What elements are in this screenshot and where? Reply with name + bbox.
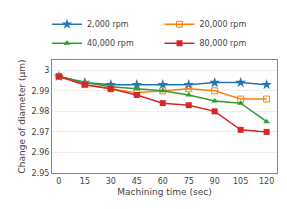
svg-text:2.96: 2.96 (32, 148, 50, 157)
svg-text:Machining time (sec): Machining time (sec) (117, 187, 211, 197)
svg-text:90: 90 (210, 177, 220, 186)
svg-text:20,000 rpm: 20,000 rpm (200, 20, 247, 29)
svg-text:Change of diameter (μm): Change of diameter (μm) (17, 59, 27, 173)
svg-text:3: 3 (44, 66, 49, 75)
svg-text:40,000 rpm: 40,000 rpm (87, 39, 134, 48)
svg-text:2.98: 2.98 (32, 107, 50, 116)
svg-text:2.95: 2.95 (32, 169, 50, 178)
svg-text:45: 45 (132, 177, 142, 186)
svg-text:120: 120 (259, 177, 274, 186)
svg-text:30: 30 (106, 177, 116, 186)
svg-text:2.99: 2.99 (32, 87, 50, 96)
svg-text:75: 75 (184, 177, 194, 186)
svg-text:60: 60 (158, 177, 168, 186)
svg-text:2,000 rpm: 2,000 rpm (87, 20, 129, 29)
svg-text:15: 15 (80, 177, 90, 186)
svg-text:0: 0 (56, 177, 61, 186)
svg-text:80,000 rpm: 80,000 rpm (200, 39, 247, 48)
svg-text:105: 105 (233, 177, 248, 186)
svg-text:2.97: 2.97 (32, 128, 50, 137)
